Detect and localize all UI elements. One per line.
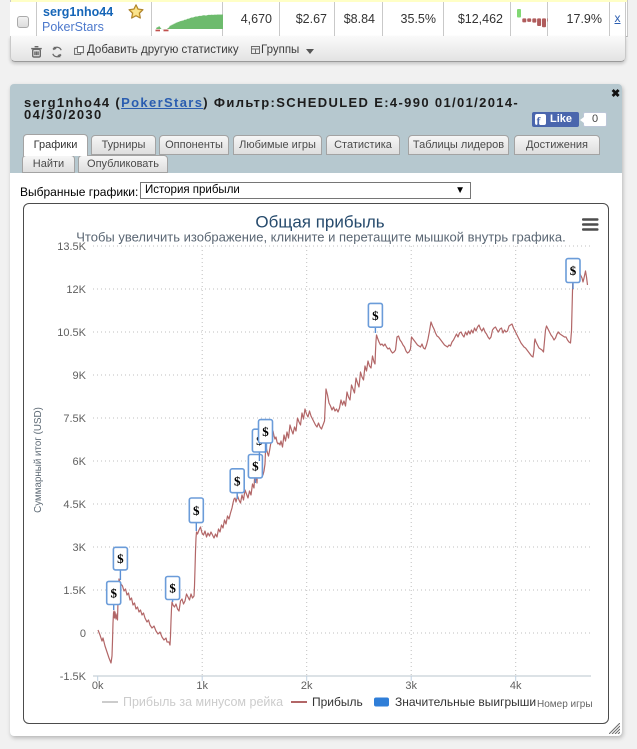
svg-text:Общая прибыль: Общая прибыль bbox=[255, 213, 384, 232]
svg-text:$: $ bbox=[252, 459, 259, 474]
svg-text:0: 0 bbox=[80, 628, 86, 640]
svg-text:Суммарный итог (USD): Суммарный итог (USD) bbox=[33, 407, 44, 513]
svg-text:-1.5K: -1.5K bbox=[60, 671, 87, 683]
svg-text:9K: 9K bbox=[73, 370, 87, 382]
svg-text:$: $ bbox=[262, 424, 269, 439]
svg-text:4k: 4k bbox=[510, 680, 522, 692]
svg-text:$: $ bbox=[110, 585, 117, 600]
svg-text:$: $ bbox=[372, 308, 379, 323]
svg-text:$: $ bbox=[193, 503, 200, 518]
svg-text:12K: 12K bbox=[66, 284, 86, 296]
svg-text:4.5K: 4.5K bbox=[63, 499, 86, 511]
svg-text:$: $ bbox=[234, 473, 241, 488]
svg-text:6K: 6K bbox=[73, 456, 87, 468]
svg-text:1k: 1k bbox=[196, 680, 208, 692]
svg-text:3k: 3k bbox=[405, 680, 417, 692]
svg-text:7.5K: 7.5K bbox=[63, 413, 86, 425]
svg-text:0k: 0k bbox=[92, 680, 104, 692]
svg-text:$: $ bbox=[570, 263, 577, 278]
svg-text:1.5K: 1.5K bbox=[63, 585, 86, 597]
svg-text:Прибыль за минусом рейка: Прибыль за минусом рейка bbox=[123, 695, 283, 709]
svg-text:Номер игры: Номер игры bbox=[537, 699, 593, 710]
svg-text:Значительные выигрыши: Значительные выигрыши bbox=[395, 695, 536, 709]
svg-text:3K: 3K bbox=[73, 542, 87, 554]
svg-text:$: $ bbox=[169, 581, 176, 596]
svg-text:$: $ bbox=[117, 551, 124, 566]
svg-text:Чтобы увеличить изображение, к: Чтобы увеличить изображение, кликните и … bbox=[76, 230, 565, 245]
svg-text:10.5K: 10.5K bbox=[57, 327, 86, 339]
svg-text:Прибыль: Прибыль bbox=[312, 695, 363, 709]
svg-text:2k: 2k bbox=[301, 680, 313, 692]
svg-text:13.5K: 13.5K bbox=[57, 241, 86, 253]
